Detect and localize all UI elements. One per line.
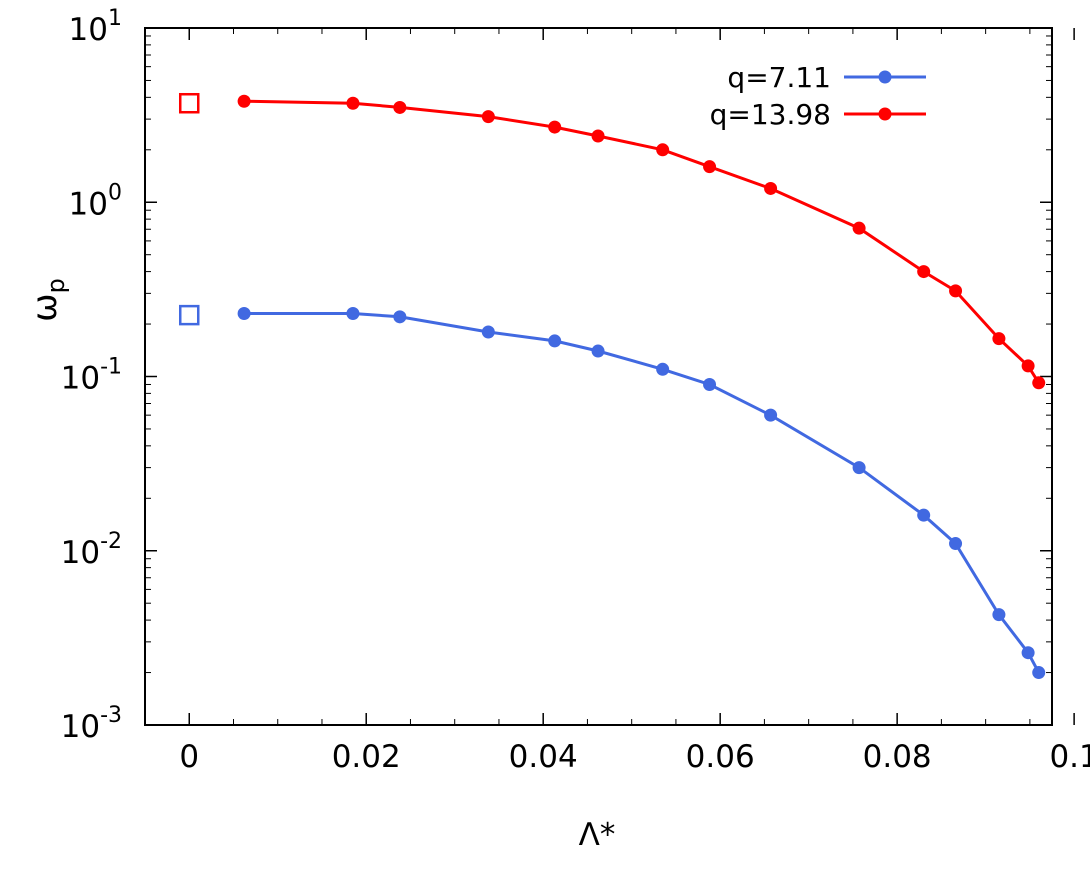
x-axis-label: Λ*: [579, 817, 616, 853]
data-point: [852, 221, 866, 235]
data-point: [1032, 666, 1046, 680]
data-point: [949, 537, 963, 551]
data-point: [703, 377, 717, 391]
series-line: [244, 312, 1041, 674]
data-point: [992, 608, 1006, 622]
y-tick-base: 10: [61, 361, 100, 397]
series-line: [244, 99, 1040, 384]
data-point: [393, 310, 407, 324]
data-point: [949, 284, 963, 298]
data-point: [591, 129, 605, 143]
y-axis-label: ωp: [25, 278, 70, 322]
data-point: [992, 332, 1006, 346]
data-point: [656, 143, 670, 157]
y-tick-label: 100: [69, 180, 122, 222]
data-point: [548, 334, 562, 348]
legend-marker: [878, 107, 892, 121]
data-point: [656, 362, 670, 376]
y-tick-base: 10: [69, 186, 108, 222]
data-point: [764, 408, 778, 422]
series-layer: [178, 92, 1046, 680]
y-tick-exponent: 0: [108, 180, 122, 205]
data-point: [481, 110, 495, 124]
legend: q=7.11 q=13.98: [710, 61, 926, 131]
y-tick-label: 101: [69, 6, 122, 48]
data-point: [1032, 376, 1046, 390]
data-point: [237, 306, 251, 320]
data-point: [393, 100, 407, 114]
ticks-layer: [144, 27, 1075, 726]
y-tick-base: 10: [69, 12, 108, 48]
legend-label: q=7.11: [727, 61, 831, 94]
data-point: [237, 94, 251, 108]
data-point: [591, 344, 605, 358]
y-axis-label-subscript: p: [42, 278, 70, 293]
y-tick-exponent: 1: [108, 6, 122, 31]
data-point: [346, 306, 360, 320]
x-tick-label: 0.02: [332, 739, 401, 775]
x-tick-label: 0.06: [686, 739, 755, 775]
y-tick-exponent: -1: [100, 355, 122, 380]
data-point: [548, 120, 562, 134]
plot-frame: [144, 27, 1053, 726]
y-tick-label: 10-2: [61, 529, 122, 571]
legend-label: q=13.98: [710, 98, 831, 131]
x-tick-label: 0.1: [1049, 739, 1090, 775]
x-tick-label: 0: [179, 739, 199, 775]
data-point: [703, 160, 717, 174]
data-point: [764, 181, 778, 195]
y-tick-label: 10-3: [61, 703, 122, 745]
y-tick-label: 10-1: [61, 355, 122, 397]
x-tick-label: 0.08: [863, 739, 932, 775]
data-point: [917, 508, 931, 522]
legend-marker: [878, 70, 892, 84]
x-tick-label: 0.04: [509, 739, 578, 775]
open-square-marker: [178, 304, 200, 326]
open-square-marker: [178, 92, 200, 114]
data-point: [481, 325, 495, 339]
data-point: [852, 461, 866, 475]
data-point: [1021, 646, 1035, 660]
data-point: [1021, 359, 1035, 373]
y-tick-base: 10: [61, 535, 100, 571]
y-axis-label-main: ω: [25, 293, 65, 321]
y-tick-base: 10: [61, 709, 100, 745]
labels-layer: 0 0.02 0.04 0.06 0.08 0.110110010-110-210-3Λ*…: [25, 6, 1090, 853]
y-tick-exponent: -2: [100, 529, 122, 554]
y-tick-exponent: -3: [100, 703, 122, 728]
data-point: [917, 265, 931, 279]
data-point: [346, 96, 360, 110]
